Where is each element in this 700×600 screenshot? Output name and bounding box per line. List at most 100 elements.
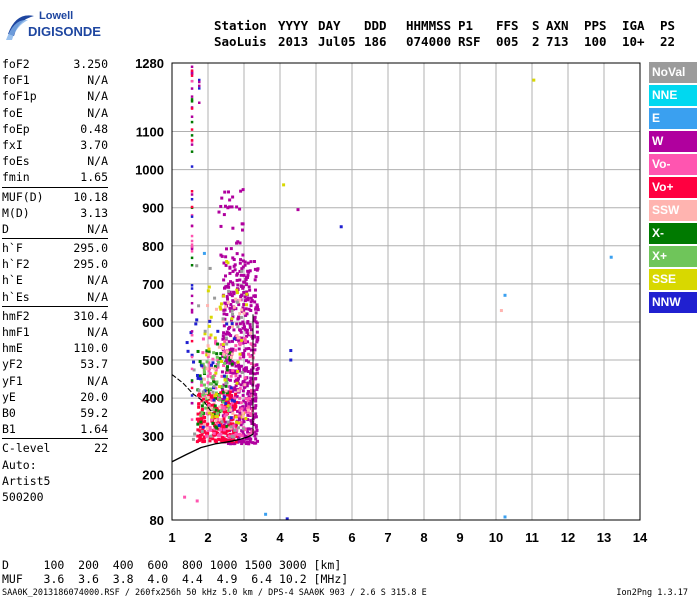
data-point <box>197 405 201 409</box>
data-point <box>197 438 201 442</box>
data-point <box>190 418 194 421</box>
data-point <box>212 384 216 388</box>
data-point <box>222 352 226 356</box>
data-point <box>203 439 207 443</box>
data-point <box>228 422 232 426</box>
data-point <box>245 440 249 444</box>
data-point <box>241 259 245 263</box>
data-point <box>223 397 227 401</box>
data-point <box>190 245 194 248</box>
data-point <box>244 277 248 281</box>
data-point <box>240 338 244 342</box>
param-row: hmE 110.0 <box>2 340 108 356</box>
param-value: 3.70 <box>80 137 108 152</box>
param-row: h`Es N/A <box>2 289 108 305</box>
data-point <box>254 437 258 441</box>
x-tick-label: 7 <box>384 530 391 545</box>
data-point <box>247 405 251 409</box>
data-point <box>249 296 253 300</box>
data-point <box>190 379 194 382</box>
data-point <box>253 434 257 438</box>
data-point <box>211 361 215 365</box>
data-point <box>249 376 253 380</box>
legend-ssw: SSW <box>649 200 697 221</box>
data-point <box>205 360 209 364</box>
data-point <box>242 311 246 315</box>
data-point <box>255 340 259 344</box>
data-point <box>224 361 228 365</box>
data-point <box>235 278 239 282</box>
data-point <box>222 331 226 335</box>
data-point <box>249 304 253 308</box>
data-point <box>246 333 250 337</box>
data-point <box>253 300 257 304</box>
data-point <box>213 394 217 398</box>
data-point <box>202 377 206 381</box>
header-col-4: HHMMSS <box>406 18 452 33</box>
data-point <box>246 261 250 265</box>
data-point <box>225 366 229 370</box>
data-point <box>216 342 220 346</box>
header-val-2: Jul05 <box>318 34 356 49</box>
data-point <box>246 273 250 277</box>
data-point <box>241 427 245 431</box>
data-point <box>222 308 226 312</box>
data-point <box>190 69 194 72</box>
data-point <box>210 398 214 402</box>
data-point <box>214 307 218 311</box>
data-point <box>246 320 250 324</box>
param-value: N/A <box>87 105 108 120</box>
data-point <box>221 438 225 442</box>
data-point <box>503 515 507 519</box>
param-row: foE N/A <box>2 105 108 121</box>
param-divider <box>2 438 108 440</box>
data-point <box>532 78 536 82</box>
data-point <box>213 336 217 340</box>
data-point <box>218 428 222 432</box>
header-col-2: DAY <box>318 18 341 33</box>
data-point <box>208 426 212 430</box>
data-point <box>206 289 210 293</box>
data-point <box>239 284 243 288</box>
data-point <box>207 350 211 354</box>
data-point <box>219 409 223 413</box>
data-point <box>234 415 238 419</box>
data-point <box>254 424 258 428</box>
param-label: hmF1 <box>2 325 30 339</box>
data-point <box>241 389 245 393</box>
data-point <box>202 368 206 372</box>
data-point <box>222 261 226 265</box>
param-divider <box>2 186 108 188</box>
data-point <box>246 430 250 434</box>
data-point <box>203 329 207 333</box>
data-point <box>207 369 211 373</box>
data-point <box>222 278 226 282</box>
data-point <box>190 394 194 397</box>
data-point <box>224 420 228 424</box>
data-point <box>225 259 229 263</box>
data-point <box>212 380 216 384</box>
data-point <box>225 355 229 359</box>
data-point <box>198 429 202 433</box>
data-point <box>224 332 228 336</box>
param-value: 1.64 <box>80 422 108 437</box>
data-point <box>238 433 242 437</box>
data-point <box>225 313 229 317</box>
data-point <box>190 72 194 76</box>
data-point <box>241 188 245 192</box>
data-point <box>221 346 225 350</box>
data-point <box>204 387 208 391</box>
data-point <box>208 336 212 340</box>
data-point <box>190 74 194 77</box>
data-point <box>252 316 256 320</box>
data-point <box>244 400 248 404</box>
data-point <box>204 406 208 410</box>
legend-nnw: NNW <box>649 292 697 313</box>
data-point <box>235 381 239 385</box>
data-point <box>240 434 244 438</box>
data-point <box>233 405 237 409</box>
data-point <box>249 437 253 441</box>
data-point <box>231 371 235 375</box>
data-point <box>190 80 194 83</box>
data-point <box>213 404 217 408</box>
